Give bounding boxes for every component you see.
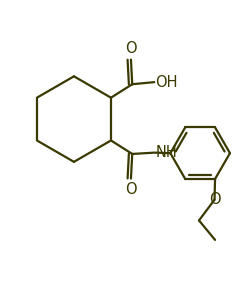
Text: O: O xyxy=(125,182,137,197)
Text: NH: NH xyxy=(155,145,177,160)
Text: O: O xyxy=(209,192,220,207)
Text: O: O xyxy=(125,41,137,57)
Text: OH: OH xyxy=(156,75,178,90)
